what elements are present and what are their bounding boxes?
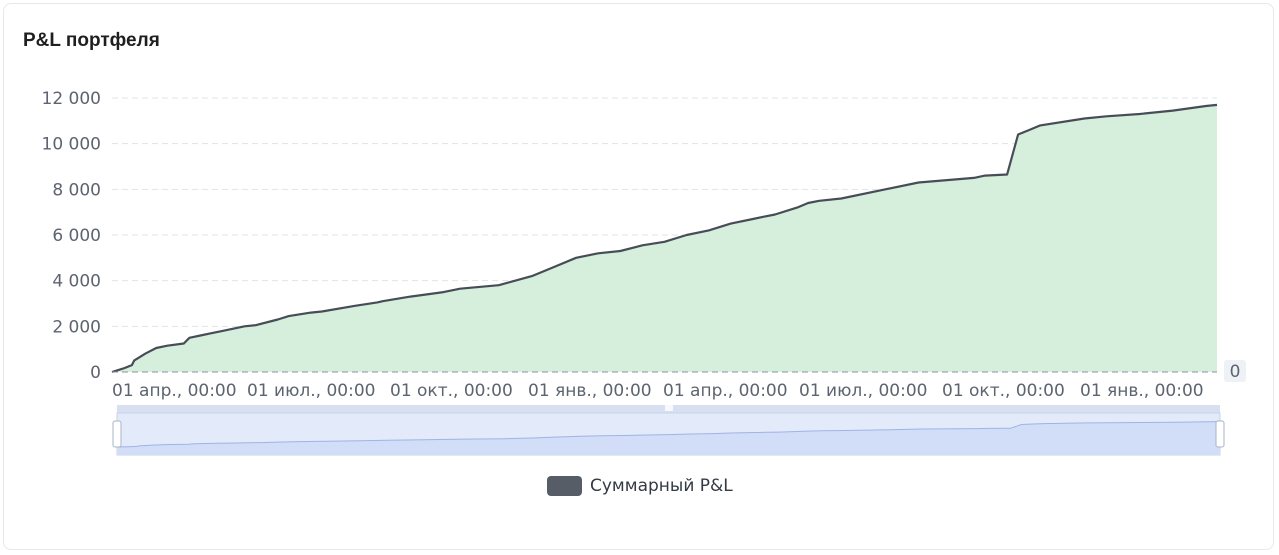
x-tick-label: 01 июл., 00:00: [247, 381, 375, 401]
series-fill: [112, 104, 1217, 373]
x-tick-label: 01 апр., 00:00: [663, 381, 788, 401]
x-tick-label: 01 окт., 00:00: [390, 381, 513, 401]
legend-swatch[interactable]: [547, 476, 582, 496]
zoom-slider[interactable]: [112, 405, 1225, 456]
y-tick-label: 12 000: [42, 89, 101, 109]
slider-drag-grip[interactable]: [665, 405, 673, 411]
y-tick-label: 4 000: [52, 272, 101, 292]
y-tick-label: 0: [90, 363, 101, 383]
x-tick-label: 01 янв., 00:00: [1080, 381, 1204, 401]
x-axis-ticks: 01 апр., 00:00 01 июл., 00:00 01 окт., 00:…: [112, 381, 1204, 401]
series-area-group: [111, 103, 1218, 374]
y-tick-label: 8 000: [52, 180, 101, 200]
slider-left-handle[interactable]: [112, 420, 122, 448]
right-axis-label: 0: [1230, 362, 1241, 382]
x-tick-label: 01 апр., 00:00: [112, 381, 237, 401]
x-tick-label: 01 июл., 00:00: [799, 381, 927, 401]
right-axis-label-bg: [1224, 360, 1246, 382]
x-tick-label: 01 янв., 00:00: [528, 381, 652, 401]
y-axis-ticks: 12 000 10 000 8 000 6 000 4 000 2 000 0: [42, 89, 101, 383]
y-tick-label: 10 000: [42, 135, 101, 155]
y-tick-label: 6 000: [52, 226, 101, 246]
y-tick-label: 2 000: [52, 317, 101, 337]
series-line: [111, 103, 1218, 374]
slider-right-handle[interactable]: [1215, 420, 1225, 448]
legend-label[interactable]: Суммарный P&L: [590, 476, 733, 496]
chart-title: P&L портфеля: [23, 30, 160, 51]
right-axis-label-group: 0: [1224, 360, 1246, 382]
x-tick-label: 01 окт., 00:00: [942, 381, 1065, 401]
slider-preview-fill: [117, 421, 1220, 455]
legend[interactable]: Суммарный P&L: [547, 476, 733, 496]
slider-preview-line: [116, 421, 1221, 448]
